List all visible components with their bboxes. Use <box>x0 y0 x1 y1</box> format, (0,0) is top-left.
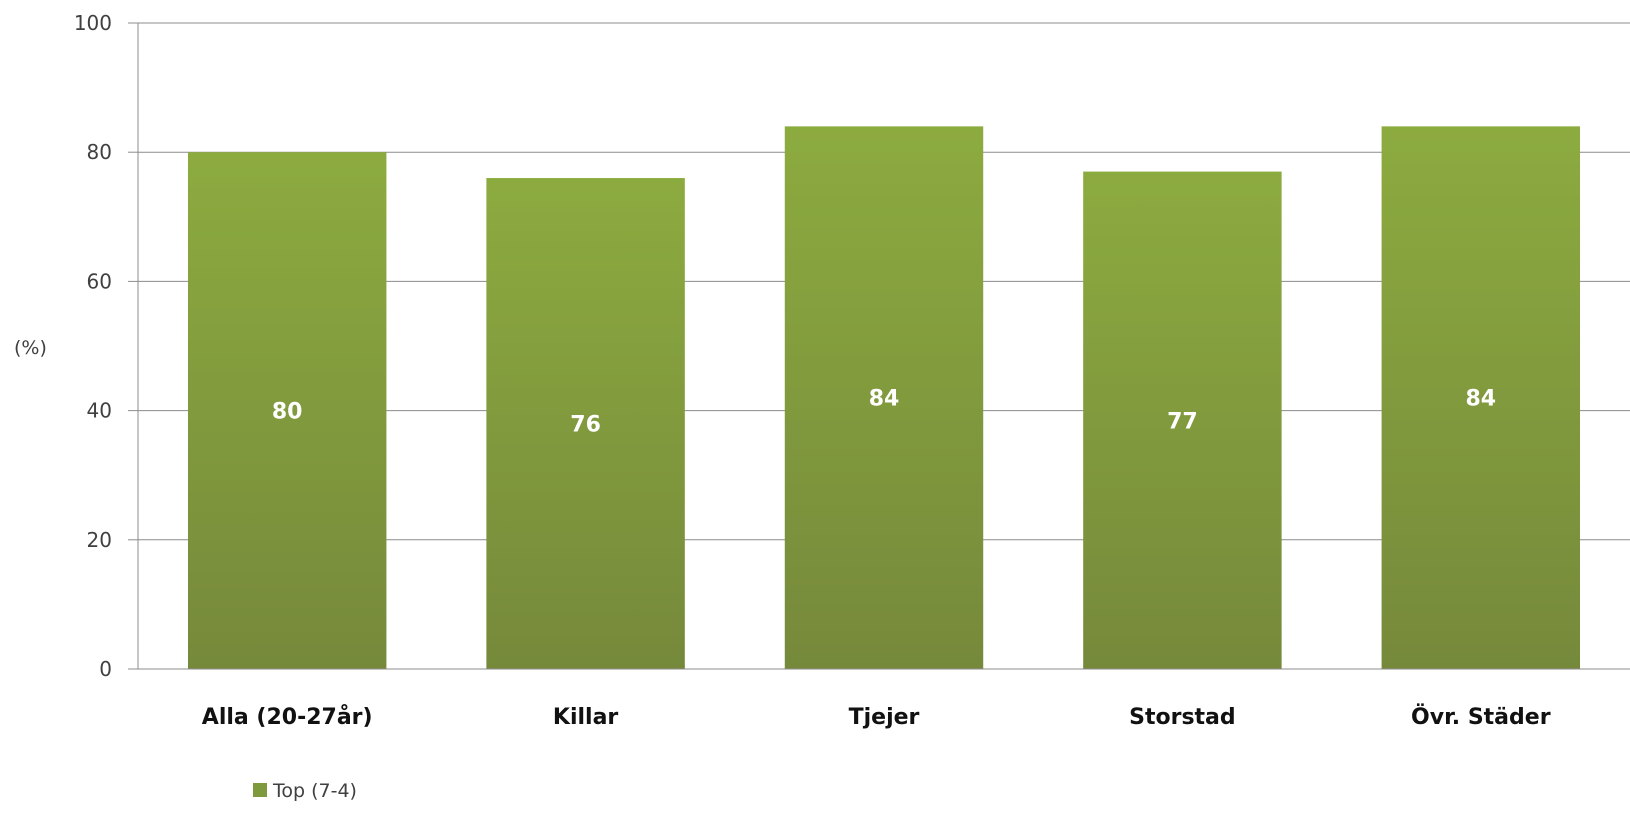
y-tick-label: 20 <box>87 528 112 552</box>
legend-label: Top (7-4) <box>272 780 357 802</box>
x-category-label: Övr. Städer <box>1411 704 1551 730</box>
bar <box>1083 171 1282 669</box>
data-label: 77 <box>1167 409 1198 434</box>
y-tick-label: 80 <box>87 140 112 164</box>
bar <box>187 152 387 669</box>
bar <box>784 126 984 670</box>
y-tick-label: 40 <box>87 399 112 423</box>
x-category-label: Storstad <box>1129 705 1236 730</box>
x-category-label: Alla (20-27år) <box>202 704 373 730</box>
data-label: 80 <box>272 400 303 425</box>
legend: Top (7-4) <box>253 780 357 802</box>
bars <box>187 126 1581 670</box>
data-labels: 80 76 84 77 84 <box>272 387 1496 438</box>
x-category-label: Tjejer <box>849 705 920 730</box>
bar <box>1381 126 1581 670</box>
y-tick-label: 60 <box>87 269 112 293</box>
y-tick-label: 100 <box>74 11 112 35</box>
y-axis-label: (%) <box>14 337 47 359</box>
data-label: 76 <box>570 413 601 438</box>
bar <box>486 178 685 670</box>
y-tick-label: 0 <box>99 657 112 681</box>
legend-swatch <box>253 783 267 797</box>
y-axis-ticks: 0 20 40 60 80 100 <box>74 11 138 681</box>
x-axis-categories: Alla (20-27år) Killar Tjejer Storstad Övr. S… <box>202 704 1551 730</box>
x-category-label: Killar <box>553 705 619 730</box>
data-label: 84 <box>869 387 900 412</box>
data-label: 84 <box>1465 387 1496 412</box>
